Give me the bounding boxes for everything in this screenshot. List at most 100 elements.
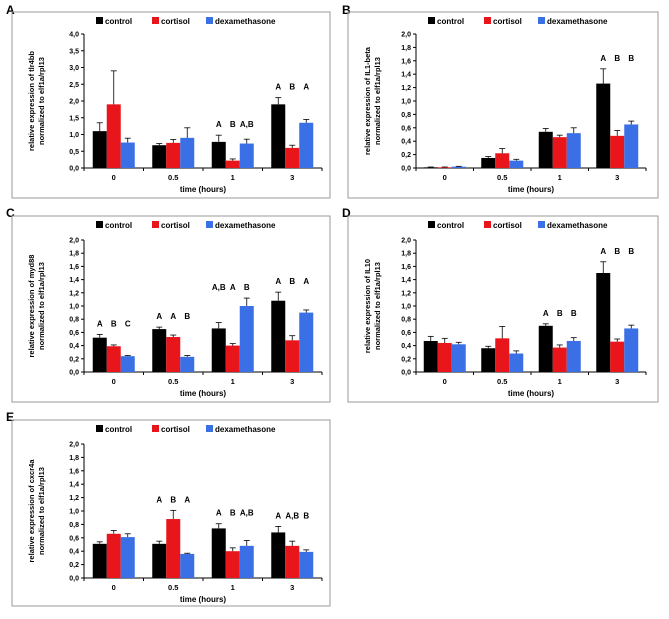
significance-label: B: [303, 511, 309, 520]
x-tick-label: 0: [443, 377, 447, 386]
x-tick-label: 0.5: [497, 377, 507, 386]
y-tick-label: 0,6: [69, 330, 79, 337]
y-tick-label: 0,6: [401, 330, 411, 337]
y-tick-label: 0,8: [401, 112, 411, 119]
significance-label: A: [97, 319, 103, 328]
bar-control-0.5: [481, 348, 496, 372]
legend-label: cortisol: [161, 221, 190, 230]
panel-frame-a: [11, 11, 331, 199]
y-tick-label: 1,4: [401, 277, 411, 284]
bar-cortisol-0.5: [166, 142, 181, 168]
significance-label: A,B: [240, 120, 254, 129]
y-tick-label: 1,2: [401, 85, 411, 92]
panel-letter-a: A: [6, 3, 15, 17]
bar-control-0.5: [152, 543, 167, 578]
y-tick-label: 1,8: [69, 455, 79, 462]
y-tick-label: 1,0: [69, 132, 79, 139]
x-tick-label: 3: [615, 377, 619, 386]
bar-dexamethasone-1: [239, 143, 254, 168]
legend-label: cortisol: [493, 221, 522, 230]
significance-label: A: [275, 83, 281, 92]
y-tick-label: 0,2: [401, 152, 411, 159]
legend-swatch-2: [538, 221, 545, 228]
legend-swatch-1: [152, 17, 159, 24]
bar-dexamethasone-1: [239, 545, 254, 578]
bar-cortisol-0: [437, 167, 452, 168]
significance-label: B: [244, 283, 250, 292]
y-tick-label: 0,8: [69, 522, 79, 529]
legend-swatch-0: [96, 425, 103, 432]
bar-dexamethasone-0.5: [509, 160, 524, 168]
legend-label: dexamethasone: [215, 425, 276, 434]
bar-cortisol-3: [285, 545, 300, 578]
bar-dexamethasone-3: [624, 124, 639, 168]
significance-label: A: [156, 495, 162, 504]
legend-label: dexamethasone: [547, 221, 608, 230]
bar-dexamethasone-0.5: [509, 353, 524, 372]
bar-control-0: [92, 337, 107, 372]
y-tick-label: 0,5: [69, 149, 79, 156]
y-tick-label: 1,0: [401, 304, 411, 311]
legend-label: control: [437, 17, 464, 26]
y-tick-label: 0,0: [69, 370, 79, 377]
x-axis-label: time (hours): [508, 185, 555, 194]
significance-label: B: [614, 247, 620, 256]
y-tick-label: 2,0: [401, 32, 411, 39]
significance-label: A: [216, 120, 222, 129]
x-axis-label: time (hours): [508, 389, 555, 398]
y-tick-label: 2,0: [401, 238, 411, 245]
significance-label: B: [230, 120, 236, 129]
significance-label: B: [230, 509, 236, 518]
bar-dexamethasone-3: [299, 122, 314, 168]
bar-dexamethasone-1: [566, 340, 581, 372]
significance-label: B: [289, 83, 295, 92]
significance-label: A: [543, 309, 549, 318]
bar-cortisol-0: [106, 104, 121, 168]
significance-label: A,B: [240, 509, 254, 518]
significance-label: B: [557, 309, 563, 318]
legend-swatch-2: [206, 425, 213, 432]
legend-swatch-2: [538, 17, 545, 24]
bar-cortisol-1: [552, 347, 567, 372]
y-tick-label: 1,4: [69, 277, 79, 284]
legend-label: cortisol: [161, 17, 190, 26]
panel-frame-d: [347, 215, 659, 403]
bar-dexamethasone-0: [451, 166, 466, 168]
y-tick-label: 1,4: [69, 482, 79, 489]
y-tick-label: 1,6: [69, 264, 79, 271]
x-tick-label: 0.5: [168, 173, 178, 182]
significance-label: B: [170, 495, 176, 504]
x-tick-label: 1: [558, 377, 562, 386]
legend-swatch-0: [428, 17, 435, 24]
bar-cortisol-3: [610, 341, 625, 372]
significance-label: B: [111, 319, 117, 328]
bar-dexamethasone-0: [451, 344, 466, 372]
legend-label: control: [105, 425, 132, 434]
y-tick-label: 1,8: [401, 45, 411, 52]
bar-control-3: [271, 300, 286, 372]
panel-frame-e: [11, 419, 331, 607]
bar-dexamethasone-0.5: [180, 553, 195, 578]
significance-label: B: [571, 309, 577, 318]
y-tick-label: 0,8: [401, 317, 411, 324]
bar-cortisol-0.5: [166, 337, 181, 372]
y-tick-label: 0,0: [69, 576, 79, 583]
significance-label: A: [216, 509, 222, 518]
legend-swatch-2: [206, 221, 213, 228]
y-tick-label: 0,6: [401, 125, 411, 132]
significance-label: B: [289, 277, 295, 286]
y-tick-label: 0,4: [401, 343, 411, 350]
significance-label: A,B: [285, 511, 299, 520]
bar-dexamethasone-3: [299, 312, 314, 372]
significance-label: A: [170, 312, 176, 321]
x-tick-label: 1: [231, 173, 235, 182]
panel-letter-b: B: [342, 3, 351, 17]
bar-control-0: [92, 543, 107, 578]
y-tick-label: 0,2: [69, 356, 79, 363]
y-axis-label: relative expression of myd88: [27, 255, 36, 358]
significance-label: A: [184, 495, 190, 504]
y-tick-label: 0,4: [69, 343, 79, 350]
legend-label: control: [437, 221, 464, 230]
x-tick-label: 0: [112, 583, 116, 592]
legend-swatch-0: [96, 221, 103, 228]
